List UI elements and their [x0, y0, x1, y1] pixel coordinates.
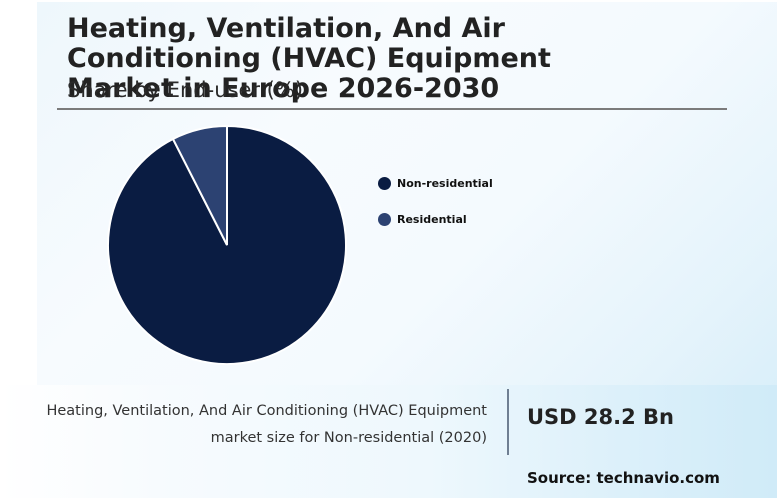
stat-band [0, 385, 777, 498]
stat-description-line-2: market size for Non-residential (2020) [210, 430, 487, 446]
stat-divider [507, 389, 509, 455]
source-credit: Source: technavio.com [527, 469, 720, 487]
title-divider [57, 108, 727, 110]
chart-subtitle: Share by End-user (%) [67, 78, 304, 102]
legend: Non-residential Residential [378, 174, 493, 246]
pie-chart [107, 124, 347, 365]
legend-item-non-residential: Non-residential [378, 174, 493, 192]
stat-description: Heating, Ventilation, And Air Conditioni… [46, 398, 487, 452]
chart-title: Heating, Ventilation, And Air Conditioni… [67, 13, 551, 104]
stat-value: USD 28.2 Bn [527, 405, 674, 429]
legend-label: Non-residential [397, 176, 493, 190]
stat-description-line-1: Heating, Ventilation, And Air Conditioni… [46, 403, 487, 419]
legend-swatch-icon [378, 176, 391, 190]
legend-label: Residential [397, 212, 467, 226]
legend-item-residential: Residential [378, 210, 493, 228]
legend-swatch-icon [378, 212, 391, 226]
pie-slice-residential [171, 124, 228, 246]
